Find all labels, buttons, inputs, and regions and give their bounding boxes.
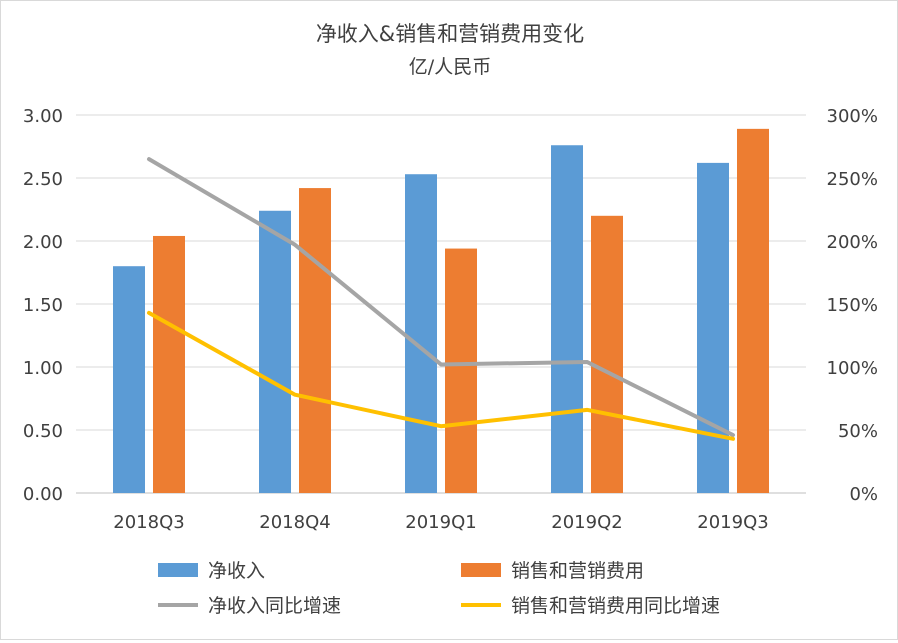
left-axis-tick-label: 1.00 (23, 358, 63, 379)
legend-label: 净收入 (208, 560, 265, 582)
right-axis-tick-label: 0% (849, 484, 878, 505)
right-axis: 0% 50% 100% 150% 200% 250% 300% (827, 106, 878, 505)
bar-2019Q2-0 (551, 145, 583, 494)
bar-2018Q4-1 (299, 188, 331, 493)
bar-2018Q3-0 (113, 266, 145, 493)
bar-2018Q3-1 (153, 235, 185, 493)
chart-subtitle: 亿/人民币 (409, 56, 491, 78)
legend-swatch-bar (158, 563, 198, 577)
left-axis-tick-label: 2.50 (23, 169, 63, 190)
bars (113, 128, 769, 494)
right-axis-tick-label: 300% (827, 106, 878, 127)
line-series-1 (147, 310, 735, 441)
x-axis-tick-label: 2019Q3 (697, 512, 768, 533)
line-series-0 (147, 157, 735, 438)
right-axis-tick-label: 100% (827, 358, 878, 379)
left-axis-tick-label: 0.50 (23, 421, 63, 442)
right-axis-tick-label: 50% (838, 421, 878, 442)
x-axis-tick-label: 2018Q4 (259, 512, 330, 533)
left-axis: 0.00 0.50 1.00 1.50 2.00 2.50 3.00 (23, 106, 63, 505)
bar-2019Q1-0 (405, 174, 437, 493)
x-axis-tick-label: 2019Q2 (551, 512, 622, 533)
right-axis-tick-label: 150% (827, 295, 878, 316)
bar-2019Q1-1 (445, 248, 477, 493)
legend-label: 销售和营销费用 (511, 560, 644, 582)
left-axis-tick-label: 0.00 (23, 484, 63, 505)
bar-2019Q3-0 (697, 162, 729, 493)
x-axis-tick-label: 2018Q3 (113, 512, 184, 533)
lines (147, 157, 735, 441)
left-axis-tick-label: 2.00 (23, 232, 63, 253)
x-axis: 2018Q3 2018Q4 2019Q1 2019Q2 2019Q3 (113, 512, 768, 533)
legend-label: 净收入同比增速 (208, 595, 341, 617)
gridlines (76, 114, 806, 494)
left-axis-tick-label: 3.00 (23, 106, 63, 127)
right-axis-tick-label: 250% (827, 169, 878, 190)
chart-title: 净收入&销售和营销费用变化 (316, 22, 584, 46)
x-axis-tick-label: 2019Q1 (405, 512, 476, 533)
left-axis-tick-label: 1.50 (23, 295, 63, 316)
bar-2019Q3-1 (737, 128, 769, 494)
legend-label: 销售和营销费用同比增速 (511, 595, 720, 617)
right-axis-tick-label: 200% (827, 232, 878, 253)
bar-2018Q4-0 (259, 210, 291, 493)
bar-2019Q2-1 (591, 215, 623, 494)
legend-swatch-bar (461, 563, 501, 577)
